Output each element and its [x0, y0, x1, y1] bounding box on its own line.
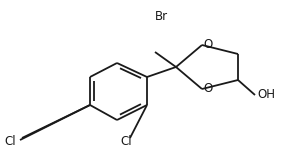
Text: O: O	[203, 82, 212, 95]
Text: Cl: Cl	[4, 135, 16, 148]
Text: Cl: Cl	[120, 135, 132, 148]
Text: Br: Br	[155, 10, 168, 23]
Text: O: O	[203, 37, 212, 51]
Text: OH: OH	[257, 88, 275, 101]
